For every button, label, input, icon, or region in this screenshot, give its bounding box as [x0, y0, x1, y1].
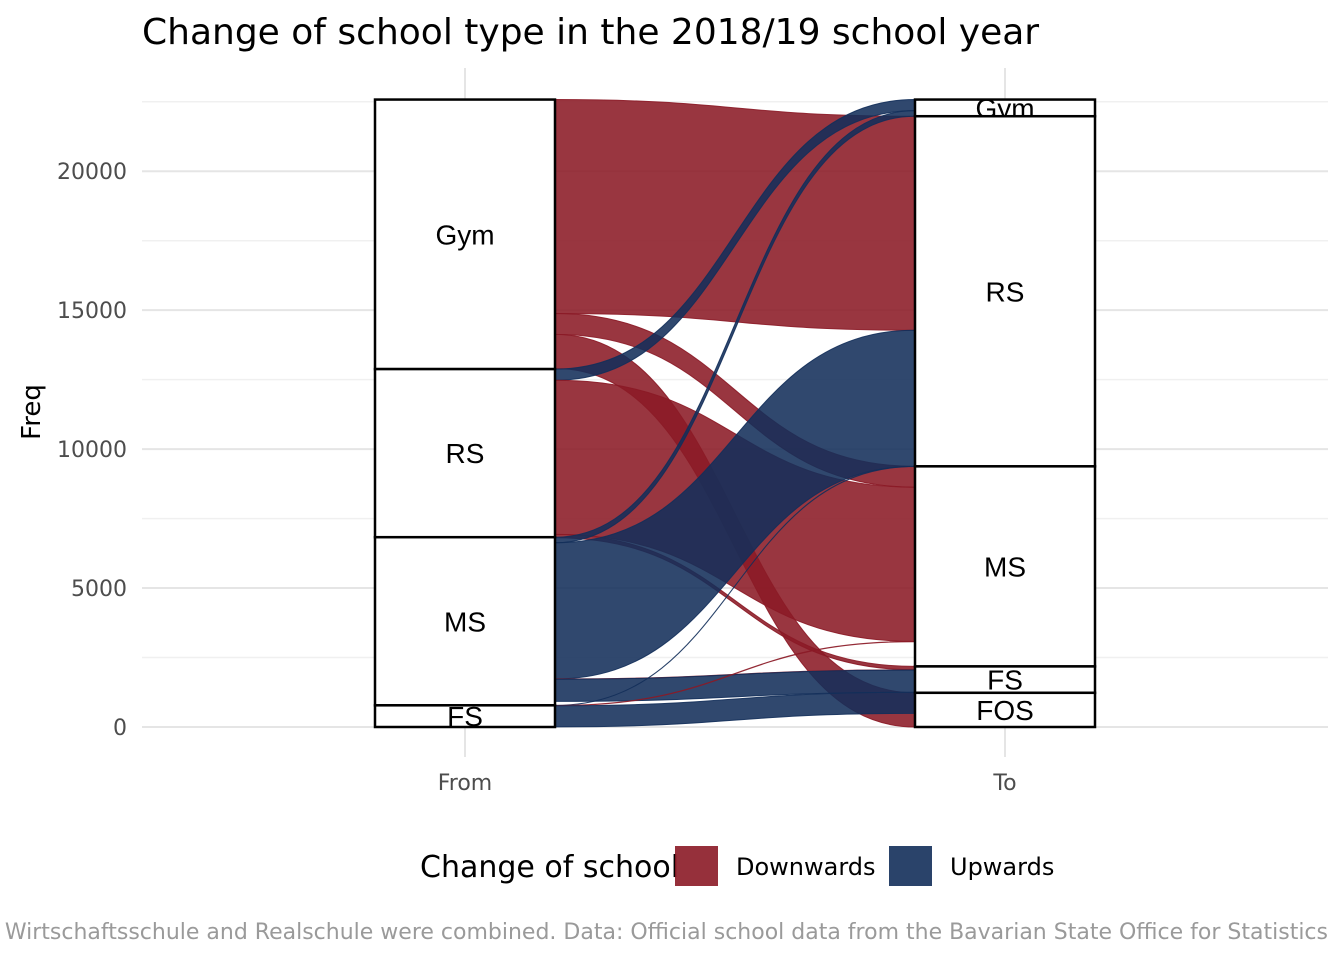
y-tick-label: 5000 — [71, 577, 127, 602]
legend-swatch-upwards — [889, 846, 932, 886]
stratum-label: MS — [984, 551, 1026, 582]
flow-gym-to-rs — [554, 99, 916, 331]
stratum-label: RS — [986, 276, 1025, 307]
x-axis-ticks: From To — [438, 771, 1017, 796]
legend-title: Change of school — [420, 850, 679, 885]
y-axis-title: Freq — [17, 384, 47, 440]
y-tick-label: 10000 — [57, 438, 127, 463]
stratum-label: FS — [447, 701, 483, 732]
x-tick-label: To — [992, 771, 1016, 796]
stratum-label: FS — [987, 665, 1023, 696]
stratum-to-rs — [913, 114, 1097, 468]
stratum-to-ms — [913, 465, 1097, 668]
legend-label: Upwards — [950, 853, 1054, 881]
legend-swatch-downwards — [675, 846, 718, 886]
y-tick-label: 20000 — [57, 160, 127, 185]
stratum-from-ms — [373, 535, 557, 707]
stratum-to-fos — [913, 691, 1097, 729]
chart-title: Change of school type in the 2018/19 sch… — [142, 12, 1039, 53]
legend: Change of school Downwards Upwards — [420, 846, 1054, 886]
caption: Wirtschaftsschule and Realschule were co… — [5, 920, 1328, 945]
stratum-label: Gym — [435, 219, 494, 250]
x-tick-label: From — [438, 771, 493, 796]
stratum-label: FOS — [976, 695, 1034, 726]
y-axis-ticks: 0 5000 10000 15000 20000 — [57, 160, 127, 741]
y-tick-label: 15000 — [57, 299, 127, 324]
stratum-from-rs — [373, 367, 557, 539]
stratum-from-gym — [373, 98, 557, 371]
stratum-from-fs — [373, 704, 557, 729]
y-tick-label: 0 — [113, 716, 127, 741]
flows — [554, 99, 916, 728]
stratum-label: MS — [444, 606, 486, 637]
stratum-label: RS — [446, 438, 485, 469]
legend-label: Downwards — [736, 853, 876, 881]
